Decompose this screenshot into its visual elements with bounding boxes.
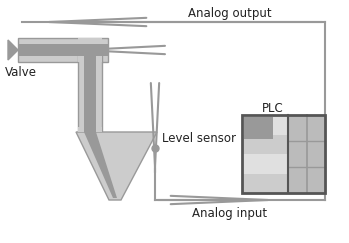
Bar	[84, 44, 96, 56]
Polygon shape	[76, 132, 157, 200]
Text: Level sensor: Level sensor	[162, 131, 236, 145]
Text: PLC: PLC	[262, 102, 284, 114]
Bar	[244, 117, 273, 139]
Bar	[78, 127, 102, 132]
Text: Valve: Valve	[5, 66, 37, 78]
Bar	[84, 127, 96, 132]
Text: Analog output: Analog output	[188, 8, 272, 20]
Bar	[242, 115, 289, 193]
Bar	[242, 154, 289, 174]
Bar	[242, 115, 289, 134]
Bar	[78, 38, 102, 62]
Polygon shape	[8, 40, 18, 60]
Bar	[242, 115, 325, 193]
Bar	[289, 115, 325, 193]
Bar	[244, 117, 273, 137]
Polygon shape	[84, 132, 117, 198]
Bar	[18, 38, 108, 62]
Text: Analog input: Analog input	[192, 207, 268, 219]
Bar	[18, 44, 108, 56]
Bar	[242, 134, 289, 154]
Bar	[78, 50, 102, 132]
Bar	[242, 174, 289, 193]
Bar	[84, 50, 96, 132]
